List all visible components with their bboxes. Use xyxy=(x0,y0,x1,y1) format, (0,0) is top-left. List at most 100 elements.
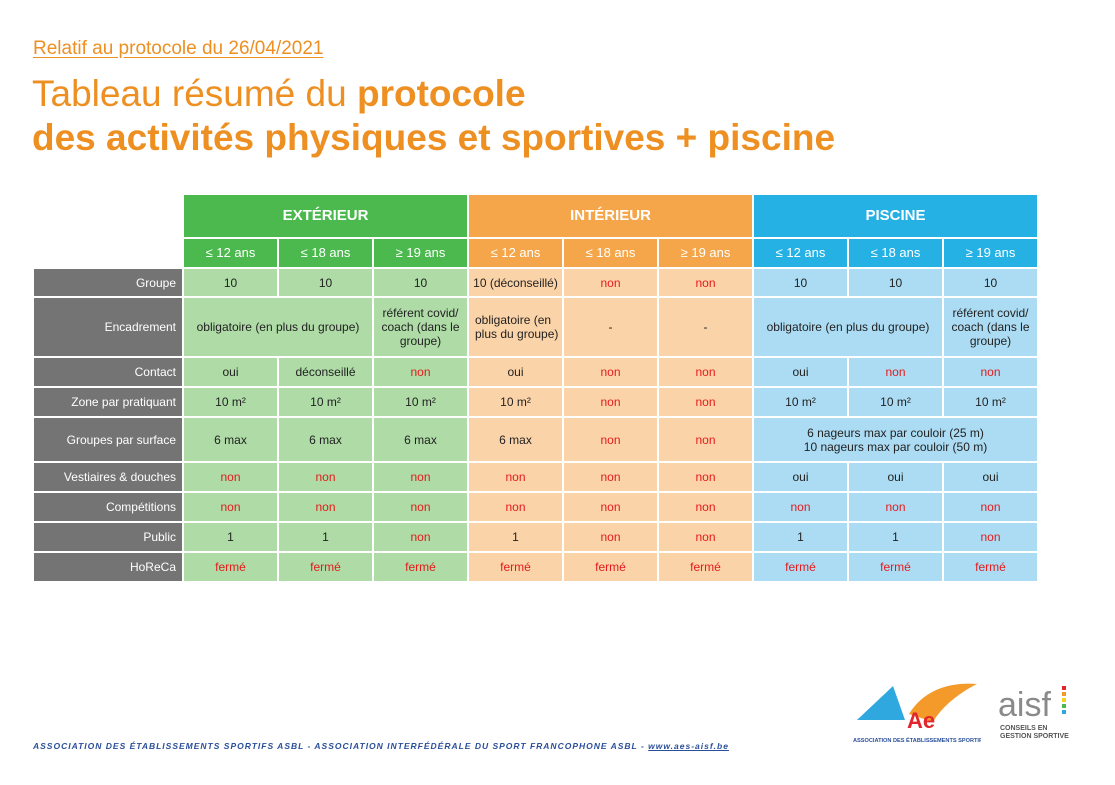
table-cell: déconseillé xyxy=(279,358,372,386)
page-title: Tableau résumé du protocole des activité… xyxy=(32,72,835,160)
table-cell: non xyxy=(944,523,1037,551)
table-cell: non xyxy=(659,388,752,416)
table-cell: oui xyxy=(754,463,847,491)
aisf-logo: aisf CONSEILS EN GESTION SPORTIVE xyxy=(998,686,1069,740)
row-vestiaires: Vestiaires & douches non non non non non… xyxy=(34,463,1037,491)
table-cell: non xyxy=(944,358,1037,386)
row-groupes-surface: Groupes par surface 6 max 6 max 6 max 6 … xyxy=(34,418,1037,461)
table-cell: fermé xyxy=(754,553,847,581)
table-cell: 6 max xyxy=(374,418,467,461)
table-cell: - xyxy=(659,298,752,356)
aes-logo-letters: Ae xyxy=(907,708,935,733)
section-exterieur: EXTÉRIEUR xyxy=(184,195,467,237)
row-label: Public xyxy=(34,523,182,551)
table-cell: 10 xyxy=(374,269,467,296)
table-cell: non xyxy=(564,358,657,386)
row-label: Groupe xyxy=(34,269,182,296)
row-label: Zone par pratiquant xyxy=(34,388,182,416)
table-cell: fermé xyxy=(849,553,942,581)
table-cell: non xyxy=(469,463,562,491)
section-header-row: EXTÉRIEUR INTÉRIEUR PISCINE xyxy=(34,195,1037,237)
table-cell: non xyxy=(374,463,467,491)
pool-rule-25m: 6 nageurs max par couloir (25 m) xyxy=(807,425,984,440)
aes-logo-s-swoosh xyxy=(909,683,977,722)
table-cell: oui xyxy=(944,463,1037,491)
row-competitions: Compétitions non non non non non non non… xyxy=(34,493,1037,521)
table-cell: fermé xyxy=(279,553,372,581)
table-cell: 6 max xyxy=(279,418,372,461)
table-cell-merged: 6 nageurs max par couloir (25 m) 10 nage… xyxy=(754,418,1037,461)
age-header: ≥ 19 ans xyxy=(374,239,467,267)
aes-logo-text: ASSOCIATION DES ÉTABLISSEMENTS SPORTIFS xyxy=(853,736,981,744)
table-cell: non xyxy=(564,523,657,551)
age-header: ≤ 12 ans xyxy=(469,239,562,267)
table-cell: - xyxy=(564,298,657,356)
table-cell: fermé xyxy=(659,553,752,581)
table-cell: non xyxy=(184,463,277,491)
table-cell: non xyxy=(754,493,847,521)
aes-logo: Ae ASSOCIATION DES ÉTABLISSEMENTS SPORTI… xyxy=(853,683,981,744)
table-cell: 10 xyxy=(754,269,847,296)
table-cell: 1 xyxy=(279,523,372,551)
table-cell: oui xyxy=(469,358,562,386)
table-cell: non xyxy=(184,493,277,521)
table-cell: fermé xyxy=(469,553,562,581)
row-label: Groupes par surface xyxy=(34,418,182,461)
age-header: ≤ 18 ans xyxy=(279,239,372,267)
row-horeca: HoReCa fermé fermé fermé fermé fermé fer… xyxy=(34,553,1037,581)
table-cell: non xyxy=(279,463,372,491)
table-cell: fermé xyxy=(374,553,467,581)
age-header: ≤ 12 ans xyxy=(184,239,277,267)
table-cell: non xyxy=(659,358,752,386)
table-cell: oui xyxy=(754,358,847,386)
table-cell: 6 max xyxy=(184,418,277,461)
table-cell: non xyxy=(659,523,752,551)
age-header: ≥ 19 ans xyxy=(944,239,1037,267)
row-encadrement: Encadrement obligatoire (en plus du grou… xyxy=(34,298,1037,356)
aisf-logo-letters: aisf xyxy=(998,686,1051,724)
table-cell: non xyxy=(564,269,657,296)
age-header: ≤ 18 ans xyxy=(849,239,942,267)
section-piscine: PISCINE xyxy=(754,195,1037,237)
table-cell: 1 xyxy=(754,523,847,551)
row-public: Public 1 1 non 1 non non 1 1 non xyxy=(34,523,1037,551)
table-cell: non xyxy=(279,493,372,521)
table-cell: 10 m² xyxy=(279,388,372,416)
table-cell: 10 m² xyxy=(469,388,562,416)
table-cell: fermé xyxy=(184,553,277,581)
age-header-row: ≤ 12 ans ≤ 18 ans ≥ 19 ans ≤ 12 ans ≤ 18… xyxy=(34,239,1037,267)
row-zone: Zone par pratiquant 10 m² 10 m² 10 m² 10… xyxy=(34,388,1037,416)
title-line1-normal: Tableau résumé du xyxy=(32,73,357,114)
table-cell: obligatoire (en plus du groupe) xyxy=(754,298,942,356)
section-interieur: INTÉRIEUR xyxy=(469,195,752,237)
table-cell: oui xyxy=(849,463,942,491)
aisf-tagline-2: GESTION SPORTIVE xyxy=(1000,733,1069,740)
row-label: HoReCa xyxy=(34,553,182,581)
table-cell: non xyxy=(469,493,562,521)
table-cell: 10 m² xyxy=(754,388,847,416)
aisf-tagline-1: CONSEILS EN xyxy=(1000,725,1047,732)
footer: ASSOCIATION DES ÉTABLISSEMENTS SPORTIFS … xyxy=(33,741,729,751)
table-cell: non xyxy=(659,269,752,296)
table-cell: non xyxy=(849,358,942,386)
table-cell: non xyxy=(564,493,657,521)
table-cell: non xyxy=(849,493,942,521)
table-cell: obligatoire (en plus du groupe) xyxy=(184,298,372,356)
table-cell: 10 xyxy=(849,269,942,296)
table-cell: non xyxy=(659,463,752,491)
aes-logo-a-shape xyxy=(857,686,905,720)
age-header: ≥ 19 ans xyxy=(659,239,752,267)
pool-rule-50m: 10 nageurs max par couloir (50 m) xyxy=(803,439,988,454)
table-cell: non xyxy=(659,418,752,461)
table-cell: 10 xyxy=(184,269,277,296)
row-groupe: Groupe 10 10 10 10 (déconseillé) non non… xyxy=(34,269,1037,296)
table-cell: obligatoire (en plus du groupe) xyxy=(469,298,562,356)
table-cell: 10 (déconseillé) xyxy=(469,269,562,296)
age-header: ≤ 12 ans xyxy=(754,239,847,267)
table-cell: 6 max xyxy=(469,418,562,461)
title-line1-bold: protocole xyxy=(356,73,526,114)
table-cell: 1 xyxy=(849,523,942,551)
table-cell: non xyxy=(564,388,657,416)
footer-link[interactable]: www.aes-aisf.be xyxy=(648,741,729,751)
table-cell: non xyxy=(944,493,1037,521)
